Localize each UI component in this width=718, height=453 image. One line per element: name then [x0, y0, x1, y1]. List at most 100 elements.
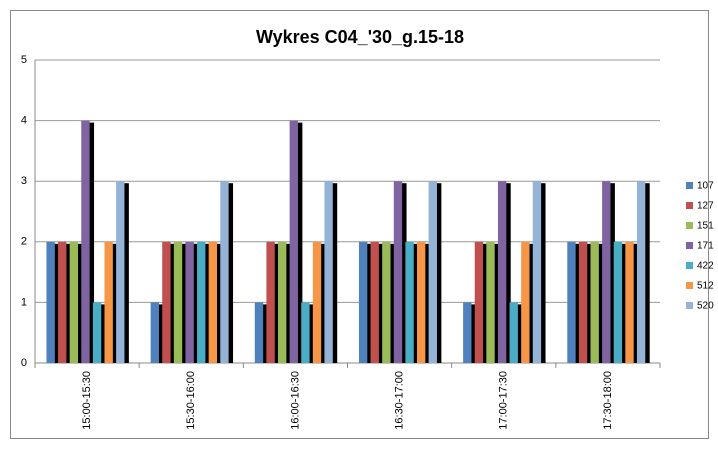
x-tick-label: 17:30-18:00 [602, 371, 614, 430]
legend-swatch [686, 182, 693, 189]
bar [474, 241, 484, 363]
bar-shadow [527, 243, 534, 363]
bar-shadow [608, 183, 615, 363]
bar [486, 241, 495, 363]
bar-shadow [99, 304, 106, 363]
bar [58, 241, 67, 363]
bar [254, 302, 264, 363]
bar-shadow [272, 243, 280, 363]
bar-shadow [284, 243, 291, 363]
bar-shadow [215, 243, 222, 363]
legend-label: 127 [697, 201, 714, 212]
bar [312, 241, 322, 363]
bar [46, 241, 55, 363]
bar [266, 241, 275, 363]
bar-shadow [261, 304, 268, 363]
bar [162, 241, 171, 363]
x-tick-label: 16:00-16:30 [289, 371, 301, 430]
bar [393, 181, 403, 363]
bar-shadow [168, 243, 175, 363]
bar-shadow [539, 183, 546, 363]
legend-swatch [686, 202, 693, 209]
bar-shadow [411, 243, 419, 363]
bar [382, 241, 391, 363]
legend-swatch [686, 222, 693, 229]
bar [370, 241, 379, 363]
bar [497, 181, 507, 363]
bar [92, 302, 102, 363]
bar-shadow [191, 243, 199, 363]
bar [532, 181, 542, 363]
bar-shadow [307, 304, 314, 363]
bar [197, 241, 206, 363]
bar-shadow [631, 243, 639, 363]
bar-shadow [226, 183, 234, 363]
bar [116, 181, 125, 363]
legend-label: 171 [697, 241, 714, 252]
bar-shadow [180, 243, 187, 363]
y-tick-label: 1 [21, 296, 27, 308]
bar [416, 241, 426, 363]
bar [613, 241, 623, 363]
legend-label: 512 [697, 281, 714, 292]
bar-shadow [376, 243, 384, 363]
bar [278, 241, 287, 363]
bar-shadow [330, 183, 338, 363]
legend-label: 422 [697, 261, 714, 272]
bar [324, 181, 333, 363]
bar-shadow [434, 183, 442, 363]
legend-label: 151 [697, 221, 714, 232]
bar-shadow [365, 243, 372, 363]
bar-shadow [423, 243, 430, 363]
bar [578, 241, 588, 363]
bar-shadow [504, 183, 511, 363]
bar-shadow [52, 243, 60, 363]
bar [358, 241, 368, 363]
bar [173, 241, 183, 363]
y-tick-label: 2 [21, 236, 27, 248]
y-tick-label: 3 [21, 175, 27, 187]
bar-shadow [515, 304, 523, 363]
y-tick-label: 5 [21, 54, 27, 66]
bar [463, 302, 472, 363]
legend-label: 107 [697, 181, 714, 192]
legend-swatch [686, 242, 693, 249]
bar-shadow [319, 243, 326, 363]
bar [69, 241, 79, 363]
bar [625, 241, 634, 363]
bar-shadow [87, 122, 95, 363]
bar-shadow [469, 304, 476, 363]
x-tick-label: 15:00-15:30 [81, 371, 93, 430]
x-tick-label: 15:30-16:00 [185, 371, 197, 430]
bar [185, 241, 194, 363]
legend-swatch [686, 302, 693, 309]
chart-title: Wykres C04_'30_g.15-18 [256, 27, 464, 47]
bar-shadow [573, 243, 581, 363]
bar-shadow [643, 183, 650, 363]
bar [521, 241, 530, 363]
bar-shadow [157, 304, 164, 363]
bar [567, 241, 576, 363]
bar-shadow [122, 183, 129, 363]
y-tick-label: 4 [21, 115, 27, 127]
bar [405, 241, 414, 363]
bar [509, 302, 518, 363]
bar [428, 181, 437, 363]
bar-shadow [492, 243, 500, 363]
x-tick-label: 17:00-17:30 [498, 371, 510, 430]
bar [150, 302, 159, 363]
y-tick-label: 0 [21, 357, 27, 369]
bar-shadow [400, 183, 407, 363]
bar [636, 181, 646, 363]
bar [289, 120, 298, 363]
bar [301, 302, 310, 363]
bar [208, 241, 218, 363]
bar [220, 181, 229, 363]
bar-shadow [110, 243, 118, 363]
bar-shadow [596, 243, 604, 363]
bar [602, 181, 611, 363]
bar [81, 120, 90, 363]
bar-shadow [620, 243, 627, 363]
legend-label: 520 [697, 301, 714, 312]
